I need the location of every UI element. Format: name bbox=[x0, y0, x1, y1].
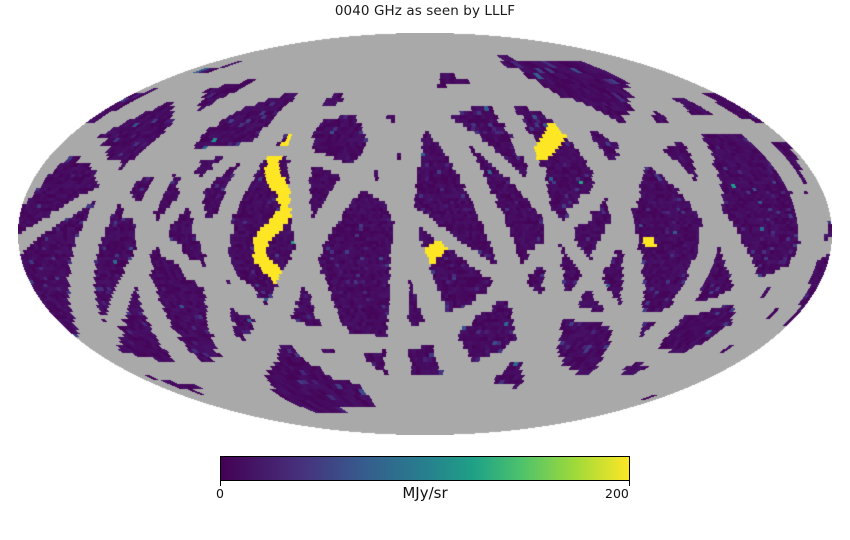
sky-map bbox=[18, 33, 832, 435]
colorbar-gradient bbox=[220, 456, 630, 481]
colorbar-min-label: 0 bbox=[216, 486, 224, 501]
mollweide-sky-map-canvas bbox=[18, 33, 832, 435]
colorbar-tick-min bbox=[220, 481, 221, 486]
colorbar-axis-label: MJy/sr bbox=[402, 484, 448, 502]
colorbar: 0 200 MJy/sr bbox=[216, 456, 630, 502]
colorbar-tick-max bbox=[629, 481, 630, 486]
colorbar-max-label: 200 bbox=[605, 486, 629, 501]
page-title: 0040 GHz as seen by LLLF bbox=[334, 3, 516, 19]
